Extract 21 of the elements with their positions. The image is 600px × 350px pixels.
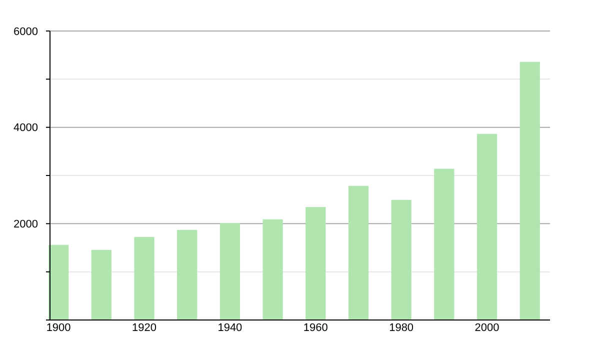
x-tick-label: 2000 — [474, 322, 500, 334]
bar — [434, 168, 454, 320]
bar — [262, 219, 283, 320]
bar — [348, 186, 369, 320]
bar — [134, 236, 154, 320]
bar — [220, 222, 240, 320]
x-tick-label: 1960 — [303, 322, 328, 334]
y-tick-label: 2000 — [14, 218, 38, 231]
bar — [476, 134, 498, 320]
x-tick-label: 1980 — [389, 322, 414, 334]
bar — [91, 250, 112, 320]
bar — [177, 230, 198, 320]
bar — [520, 62, 540, 320]
y-tick-label: 4000 — [14, 122, 38, 134]
bar — [306, 207, 326, 320]
bar — [391, 200, 412, 320]
bar — [48, 244, 69, 320]
x-tick-label: 1940 — [218, 322, 242, 334]
x-tick-label: 1900 — [46, 322, 71, 334]
x-tick-label: 1920 — [132, 322, 156, 334]
y-tick-label: 6000 — [14, 26, 38, 38]
